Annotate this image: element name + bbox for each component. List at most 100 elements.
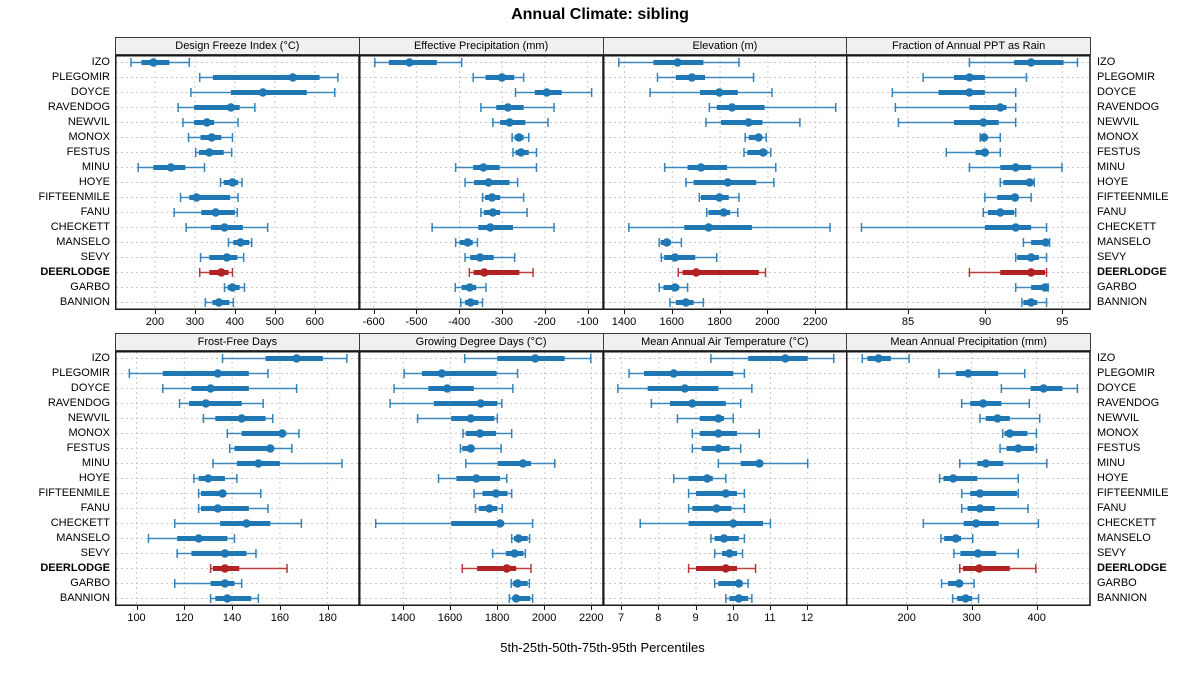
panel-Effective Precipitation (mm) bbox=[358, 55, 604, 310]
interval-RAVENDOG bbox=[389, 399, 503, 408]
interval-FESTUS bbox=[511, 148, 537, 157]
interval-FESTUS bbox=[459, 444, 502, 453]
axis-tick-label: 85 bbox=[901, 316, 915, 328]
interval-IZO bbox=[861, 354, 911, 363]
axis-tick-label: -200 bbox=[533, 316, 556, 328]
interval-RAVENDOG bbox=[178, 399, 264, 408]
panel-Fraction of Annual PPT as Rain bbox=[846, 55, 1091, 310]
interval-IZO bbox=[463, 354, 592, 363]
site-label-NEWVIL: NEWVIL bbox=[1097, 116, 1140, 128]
interval-FESTUS bbox=[999, 444, 1038, 453]
interval-FANU bbox=[705, 208, 739, 217]
site-label-CHECKETT: CHECKETT bbox=[1097, 517, 1157, 529]
interval-HOYE bbox=[193, 474, 238, 483]
site-label-SEVY: SEVY bbox=[1097, 251, 1127, 263]
site-label-RAVENDOG: RAVENDOG bbox=[47, 101, 110, 113]
interval-GARBO bbox=[1015, 283, 1050, 292]
interval-FANU bbox=[173, 208, 239, 217]
axis-tick bbox=[769, 606, 771, 610]
site-label-GARBO: GARBO bbox=[70, 577, 110, 589]
axis-tick bbox=[279, 606, 281, 610]
axis-tick bbox=[732, 606, 734, 610]
interval-FANU bbox=[197, 504, 269, 513]
panel-strip: Mean Annual Precipitation (mm) bbox=[846, 333, 1091, 351]
axis-tick-label: 140 bbox=[222, 612, 242, 624]
axis-tick-label: 10 bbox=[726, 612, 739, 624]
panel-strip: Effective Precipitation (mm) bbox=[358, 37, 604, 55]
interval-FESTUS bbox=[691, 444, 741, 453]
interval-CHECKETT bbox=[374, 519, 534, 528]
axis-tick-label: 9 bbox=[692, 612, 699, 624]
interval-MONOX bbox=[979, 133, 1002, 142]
axis-tick bbox=[719, 310, 721, 314]
panel-strip: Growing Degree Days (°C) bbox=[358, 333, 604, 351]
axis-tick bbox=[373, 310, 375, 314]
interval-GARBO bbox=[173, 579, 243, 588]
interval-SEVY bbox=[713, 549, 743, 558]
axis-tick bbox=[416, 310, 418, 314]
interval-MONOX bbox=[1002, 429, 1038, 438]
interval-RAVENDOG bbox=[177, 103, 256, 112]
axis-tick bbox=[459, 310, 461, 314]
site-label-MANSELO: MANSELO bbox=[1097, 236, 1151, 248]
interval-PLEGOMIR bbox=[938, 369, 1026, 378]
axis-tick-label: 12 bbox=[801, 612, 814, 624]
axis-tick-label: 7 bbox=[618, 612, 625, 624]
site-label-HOYE: HOYE bbox=[78, 176, 110, 188]
interval-FIFTEENMILE bbox=[984, 193, 1033, 202]
axis-tick bbox=[1062, 310, 1064, 314]
panel-Growing Degree Days (°C) bbox=[358, 351, 604, 606]
panel-strip: Frost-Free Days bbox=[115, 333, 360, 351]
site-label-DEERLODGE: DEERLODGE bbox=[1097, 562, 1167, 574]
interval-DOYCE bbox=[648, 88, 773, 97]
interval-HOYE bbox=[672, 474, 727, 483]
panel-strip: Fraction of Annual PPT as Rain bbox=[846, 37, 1091, 55]
interval-FESTUS bbox=[742, 148, 772, 157]
site-label-MONOX: MONOX bbox=[68, 131, 110, 143]
axis-tick-label: 600 bbox=[305, 316, 324, 328]
panel-Mean Annual Precipitation (mm) bbox=[846, 351, 1091, 606]
panel-Design Freeze Index (°C) bbox=[115, 55, 360, 310]
interval-FIFTEENMILE bbox=[698, 193, 740, 202]
interval-GARBO bbox=[223, 283, 246, 292]
interval-HOYE bbox=[684, 178, 775, 187]
site-label-IZO: IZO bbox=[1097, 56, 1116, 68]
site-label-FANU: FANU bbox=[1097, 502, 1127, 514]
axis-tick bbox=[807, 606, 809, 610]
interval-CHECKETT bbox=[860, 223, 1048, 232]
interval-SEVY bbox=[1015, 253, 1048, 262]
axis-tick-label: 160 bbox=[270, 612, 290, 624]
interval-PLEGOMIR bbox=[128, 369, 269, 378]
interval-NEWVIL bbox=[491, 118, 549, 127]
interval-DEERLODGE bbox=[968, 268, 1048, 277]
axis-tick bbox=[767, 310, 769, 314]
site-label-NEWVIL: NEWVIL bbox=[1097, 412, 1140, 424]
interval-IZO bbox=[617, 58, 740, 67]
percentiles-caption: 5th-25th-50th-75th-95th Percentiles bbox=[500, 640, 705, 655]
axis-tick bbox=[184, 606, 186, 610]
page-title: Annual Climate: sibling bbox=[511, 6, 689, 23]
interval-NEWVIL bbox=[676, 414, 734, 423]
interval-NEWVIL bbox=[979, 414, 1041, 423]
interval-CHECKETT bbox=[431, 223, 555, 232]
interval-PLEGOMIR bbox=[627, 369, 745, 378]
axis-tick-label: -400 bbox=[448, 316, 471, 328]
interval-FIFTEENMILE bbox=[961, 489, 1020, 498]
interval-IZO bbox=[968, 58, 1079, 67]
axis-tick-label: 1400 bbox=[611, 316, 637, 328]
interval-RAVENDOG bbox=[479, 103, 555, 112]
site-label-HOYE: HOYE bbox=[78, 472, 110, 484]
site-label-MONOX: MONOX bbox=[1097, 427, 1139, 439]
site-label-DOYCE: DOYCE bbox=[1097, 382, 1137, 394]
axis-tick-label: 200 bbox=[897, 612, 916, 624]
site-label-FIFTEENMILE: FIFTEENMILE bbox=[38, 191, 110, 203]
interval-GARBO bbox=[941, 579, 976, 588]
interval-IZO bbox=[130, 58, 191, 67]
axis-tick bbox=[671, 310, 673, 314]
interval-MANSELO bbox=[940, 534, 974, 543]
axis-tick-label: 1800 bbox=[484, 612, 510, 624]
interval-HOYE bbox=[437, 474, 508, 483]
axis-tick bbox=[907, 310, 909, 314]
site-label-GARBO: GARBO bbox=[1097, 281, 1137, 293]
site-label-PLEGOMIR: PLEGOMIR bbox=[1097, 71, 1156, 83]
